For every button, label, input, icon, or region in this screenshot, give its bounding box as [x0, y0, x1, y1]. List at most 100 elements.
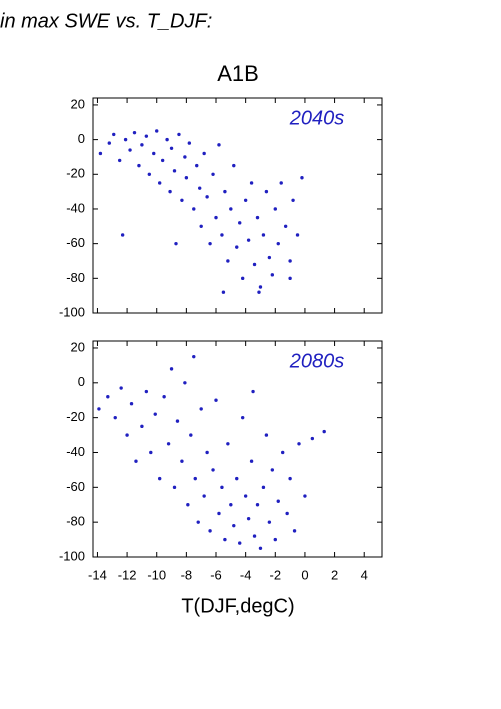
point	[264, 433, 269, 437]
page-title: in max SWE vs. T_DJF:	[0, 10, 212, 32]
point	[192, 354, 196, 359]
point	[291, 198, 295, 202]
point	[155, 129, 159, 133]
point	[183, 381, 187, 385]
plot-frame	[92, 97, 383, 314]
x-tick-label: -6	[210, 567, 222, 582]
point	[180, 198, 184, 202]
point	[211, 468, 215, 472]
point	[258, 285, 263, 289]
x-tick-label: -8	[181, 567, 193, 582]
point	[270, 468, 275, 472]
point	[180, 459, 184, 463]
point	[147, 172, 152, 176]
point	[144, 134, 149, 138]
point	[270, 273, 275, 277]
y-tick-label: -100	[59, 304, 85, 319]
point	[251, 389, 255, 394]
point	[276, 241, 280, 246]
point	[267, 255, 272, 260]
point	[249, 181, 254, 185]
point	[113, 415, 117, 420]
point	[226, 442, 230, 446]
point	[208, 241, 212, 246]
x-tick-label: 0	[301, 567, 308, 582]
point	[205, 195, 209, 199]
point	[243, 198, 248, 202]
y-tick-label: -100	[59, 548, 85, 563]
point	[198, 186, 202, 190]
x-tick-label: -4	[240, 567, 252, 582]
point	[273, 207, 277, 211]
point	[229, 503, 233, 507]
point	[211, 172, 215, 176]
point	[199, 224, 203, 229]
point	[128, 148, 132, 152]
x-tick-label: 2	[331, 567, 338, 582]
point	[202, 151, 206, 156]
point	[157, 476, 162, 481]
point	[184, 176, 189, 180]
point	[166, 442, 171, 446]
point	[123, 137, 128, 142]
point	[261, 485, 266, 490]
point	[172, 169, 177, 173]
point	[310, 436, 315, 441]
point	[273, 537, 277, 542]
point	[240, 276, 245, 281]
point	[174, 241, 178, 246]
point	[129, 402, 134, 406]
y-tick-label: 20	[71, 339, 85, 354]
panel-label: 2040s	[289, 107, 345, 129]
point	[297, 442, 301, 446]
y-tick-label: -40	[66, 200, 85, 215]
point	[226, 259, 230, 263]
point	[322, 429, 326, 434]
point	[106, 395, 110, 399]
point	[257, 290, 261, 294]
y-tick-label: -40	[66, 444, 85, 459]
point	[177, 132, 181, 137]
point	[183, 155, 187, 159]
y-tick-label: 0	[78, 131, 85, 146]
point	[193, 476, 197, 481]
point	[303, 494, 307, 498]
point	[137, 163, 141, 168]
point	[214, 398, 218, 402]
point	[240, 415, 245, 420]
point	[217, 511, 221, 516]
point	[144, 389, 149, 394]
x-tick-label: -2	[270, 567, 282, 582]
point	[295, 233, 300, 237]
point	[169, 146, 174, 150]
y-tick-label: -60	[66, 235, 85, 250]
point	[223, 189, 227, 194]
point	[279, 181, 283, 185]
y-tick-label: 20	[71, 96, 85, 111]
point	[195, 163, 199, 168]
chart-title: A1B	[217, 61, 259, 86]
point	[261, 233, 266, 237]
point	[285, 511, 289, 516]
point	[160, 158, 165, 163]
point	[157, 181, 162, 185]
point	[199, 407, 203, 411]
point	[189, 433, 193, 437]
point	[165, 137, 169, 142]
point	[221, 290, 226, 294]
point	[243, 494, 248, 498]
x-tick-label: -10	[147, 567, 166, 582]
point	[220, 233, 224, 237]
point	[153, 412, 157, 416]
point	[117, 158, 122, 163]
point	[220, 485, 224, 490]
point	[97, 407, 101, 411]
point	[283, 224, 288, 229]
point	[196, 520, 200, 524]
point	[119, 386, 123, 390]
point	[205, 450, 209, 455]
point	[300, 176, 304, 180]
point	[168, 189, 172, 194]
